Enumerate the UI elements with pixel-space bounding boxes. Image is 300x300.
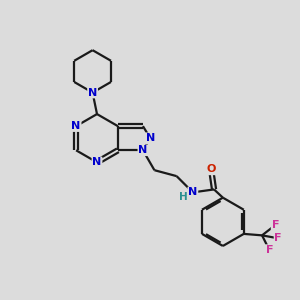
Text: F: F xyxy=(266,245,273,255)
Text: F: F xyxy=(272,220,279,230)
Text: H: H xyxy=(179,192,188,202)
Text: N: N xyxy=(188,188,197,197)
Text: N: N xyxy=(88,88,97,98)
Text: N: N xyxy=(92,158,102,167)
Text: N: N xyxy=(71,121,81,131)
Text: N: N xyxy=(138,145,148,155)
Text: F: F xyxy=(274,233,282,243)
Text: O: O xyxy=(206,164,216,174)
Text: N: N xyxy=(146,133,155,143)
